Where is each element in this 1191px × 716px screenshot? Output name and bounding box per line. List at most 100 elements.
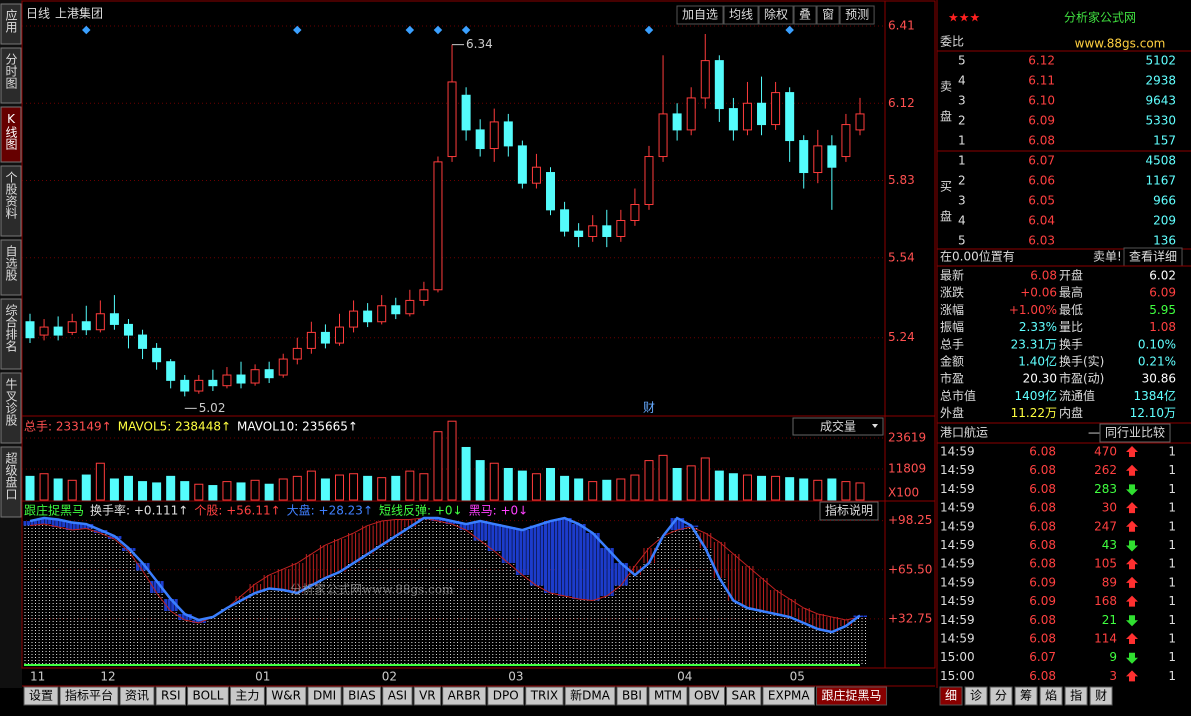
sidebar-tab-bg[interactable] <box>0 372 22 444</box>
bottom-tab-bg[interactable] <box>616 686 648 706</box>
indicator-button-bg[interactable] <box>819 501 879 521</box>
bottom-tab-bg[interactable] <box>23 686 59 706</box>
bottom-tab[interactable]: 主力 <box>235 689 259 703</box>
panel-tab[interactable]: 细 <box>945 689 957 703</box>
indicator-legend: 大盘: +28.23↑ <box>287 503 373 518</box>
bottom-tab-bg[interactable] <box>442 686 487 706</box>
sidebar-tab-bg[interactable] <box>0 239 22 296</box>
bottom-tab[interactable]: MTM <box>654 689 682 703</box>
bottom-tab[interactable]: TRIX <box>530 689 558 703</box>
bottom-tab-bg[interactable] <box>382 686 413 706</box>
sidebar-tab[interactable]: 自选股 <box>4 245 18 282</box>
trade-volume: 168 <box>1094 594 1117 608</box>
toolbar-button[interactable]: 叠 <box>799 8 811 22</box>
bottom-tab[interactable]: DPO <box>493 689 519 703</box>
candle-body <box>236 374 246 384</box>
panel-tab[interactable]: 分 <box>995 689 1007 703</box>
bottom-tab[interactable]: RSI <box>161 689 181 703</box>
bottom-tab-bg[interactable] <box>229 686 265 706</box>
bottom-tab[interactable]: BBI <box>622 689 642 703</box>
toolbar-button[interactable]: 窗 <box>822 8 834 22</box>
bottom-tab-bg[interactable] <box>762 686 816 706</box>
panel-tab-bg[interactable] <box>964 686 988 706</box>
bottom-tab[interactable]: OBV <box>694 689 720 703</box>
bottom-tab[interactable]: 新DMA <box>570 688 611 703</box>
panel-tab-bg[interactable] <box>1014 686 1038 706</box>
panel-tab-bg[interactable] <box>939 686 963 706</box>
panel-tab[interactable]: 焰 <box>1045 688 1057 703</box>
sidebar-tab-bg[interactable] <box>0 106 22 163</box>
panel-tab-bg[interactable] <box>1089 686 1113 706</box>
bottom-tab[interactable]: BIAS <box>348 689 376 703</box>
bottom-tab-bg[interactable] <box>688 686 726 706</box>
toolbar-button[interactable]: 除权 <box>764 7 788 22</box>
indicator-legend: 黑马: +0↓ <box>469 504 529 518</box>
bottom-tab-bg[interactable] <box>487 686 525 706</box>
toolbar-button-bg[interactable] <box>839 5 875 25</box>
bottom-tab[interactable]: SAR <box>732 689 756 703</box>
sidebar-tab[interactable]: 超级盘口 <box>4 451 18 500</box>
toolbar-button[interactable]: 均线 <box>729 8 753 22</box>
bottom-tab[interactable]: ARBR <box>448 689 481 703</box>
bottom-tab-bg[interactable] <box>155 686 187 706</box>
bottom-tab[interactable]: EXPMA <box>768 689 810 703</box>
selector-bg[interactable] <box>792 417 884 436</box>
toolbar-button-bg[interactable] <box>723 5 759 25</box>
trade-volume: 3 <box>1109 669 1117 683</box>
bottom-tab-bg[interactable] <box>413 686 442 706</box>
bottom-tab[interactable]: 指标平台 <box>65 688 113 703</box>
sidebar-tab[interactable]: 分时图 <box>4 53 18 89</box>
bottom-tab[interactable]: W&R <box>271 689 301 703</box>
sidebar-tab-bg[interactable] <box>0 446 22 518</box>
bottom-tab-bg[interactable] <box>816 686 888 706</box>
bottom-tab-bg[interactable] <box>59 686 119 706</box>
panel-tab-bg[interactable] <box>1064 686 1088 706</box>
compare-button[interactable]: 同行业比较 <box>1105 425 1165 440</box>
detail-button[interactable]: 查看详细 <box>1129 249 1177 264</box>
toolbar-button[interactable]: 预测 <box>845 8 869 22</box>
bottom-tab[interactable]: DMI <box>313 689 336 703</box>
bottom-tab-bg[interactable] <box>726 686 762 706</box>
bottom-tab[interactable]: 设置 <box>29 689 53 703</box>
compare-button-bg[interactable] <box>1099 423 1171 443</box>
sidebar-tab-bg[interactable] <box>0 3 22 45</box>
bottom-tab[interactable]: ASI <box>388 689 407 703</box>
bottom-tab-bg[interactable] <box>648 686 688 706</box>
bottom-tab[interactable]: 资讯 <box>125 689 149 703</box>
panel-tab[interactable]: 筹 <box>1020 689 1032 703</box>
toolbar-button-bg[interactable] <box>758 5 794 25</box>
panel-tab[interactable]: 财 <box>1095 689 1107 703</box>
toolbar-button[interactable]: 加自选 <box>682 8 718 22</box>
sidebar-tab[interactable]: K线图 <box>4 112 18 150</box>
bottom-tab[interactable]: BOLL <box>193 689 224 703</box>
toolbar-button-bg[interactable] <box>816 5 840 25</box>
stat-label: 振幅 <box>940 319 964 334</box>
arrow-up <box>1126 464 1138 476</box>
sidebar-tab-bg[interactable] <box>0 165 22 237</box>
trade-volume: 114 <box>1094 632 1117 646</box>
bottom-tab-bg[interactable] <box>564 686 616 706</box>
sidebar-tab[interactable]: 个股资料 <box>4 171 18 219</box>
sidebar-tab-bg[interactable] <box>0 298 22 370</box>
volume-bar <box>827 478 837 501</box>
bottom-tab-bg[interactable] <box>307 686 342 706</box>
volume-selector[interactable]: 成交量 <box>820 419 856 434</box>
bottom-tab-bg[interactable] <box>265 686 307 706</box>
panel-tab[interactable]: 诊 <box>970 689 982 703</box>
panel-tab[interactable]: 指 <box>1070 688 1082 703</box>
toolbar-button-bg[interactable] <box>793 5 817 25</box>
sidebar-tab[interactable]: 应用 <box>4 8 18 34</box>
toolbar-button-bg[interactable] <box>676 5 724 25</box>
bottom-tab-bg[interactable] <box>187 686 229 706</box>
bottom-tab[interactable]: VR <box>419 689 436 703</box>
indicator-button[interactable]: 指标说明 <box>825 503 873 518</box>
panel-tab-bg[interactable] <box>989 686 1013 706</box>
bottom-tab-bg[interactable] <box>525 686 564 706</box>
sidebar-tab-bg[interactable] <box>0 47 22 104</box>
sidebar-tab[interactable]: 牛叉诊股 <box>4 377 18 427</box>
sidebar-tab[interactable]: 综合排名 <box>4 304 18 352</box>
panel-tab-bg[interactable] <box>1039 686 1063 706</box>
bottom-tab[interactable]: 跟庄捉黑马 <box>822 688 882 703</box>
bottom-tab-bg[interactable] <box>342 686 382 706</box>
bottom-tab-bg[interactable] <box>119 686 155 706</box>
